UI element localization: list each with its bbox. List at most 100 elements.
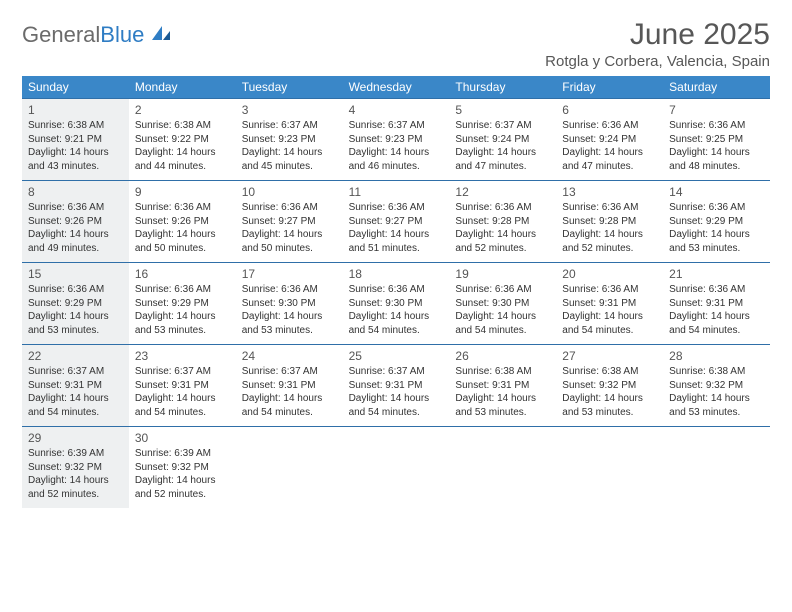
day-number: 8: [28, 184, 123, 200]
day-cell: 3Sunrise: 6:37 AMSunset: 9:23 PMDaylight…: [236, 98, 343, 180]
sail-icon: [148, 22, 172, 48]
daylight-text: Daylight: 14 hours and 44 minutes.: [135, 146, 230, 173]
sunset-text: Sunset: 9:28 PM: [562, 215, 657, 229]
sunrise-text: Sunrise: 6:38 AM: [28, 119, 123, 133]
day-number: 2: [135, 102, 230, 118]
sunrise-text: Sunrise: 6:36 AM: [455, 283, 550, 297]
empty-cell: [663, 426, 770, 508]
brand-part2: Blue: [100, 22, 144, 48]
sunrise-text: Sunrise: 6:37 AM: [242, 119, 337, 133]
sunset-text: Sunset: 9:29 PM: [28, 297, 123, 311]
day-cell: 14Sunrise: 6:36 AMSunset: 9:29 PMDayligh…: [663, 180, 770, 262]
day-cell: 19Sunrise: 6:36 AMSunset: 9:30 PMDayligh…: [449, 262, 556, 344]
sunset-text: Sunset: 9:22 PM: [135, 133, 230, 147]
day-number: 17: [242, 266, 337, 282]
day-number: 1: [28, 102, 123, 118]
day-cell: 8Sunrise: 6:36 AMSunset: 9:26 PMDaylight…: [22, 180, 129, 262]
day-number: 27: [562, 348, 657, 364]
day-cell: 11Sunrise: 6:36 AMSunset: 9:27 PMDayligh…: [343, 180, 450, 262]
sunset-text: Sunset: 9:32 PM: [28, 461, 123, 475]
daylight-text: Daylight: 14 hours and 47 minutes.: [562, 146, 657, 173]
sunset-text: Sunset: 9:30 PM: [455, 297, 550, 311]
sunset-text: Sunset: 9:31 PM: [455, 379, 550, 393]
day-cell: 15Sunrise: 6:36 AMSunset: 9:29 PMDayligh…: [22, 262, 129, 344]
sunset-text: Sunset: 9:29 PM: [669, 215, 764, 229]
day-cell: 22Sunrise: 6:37 AMSunset: 9:31 PMDayligh…: [22, 344, 129, 426]
daylight-text: Daylight: 14 hours and 54 minutes.: [349, 392, 444, 419]
daylight-text: Daylight: 14 hours and 53 minutes.: [455, 392, 550, 419]
day-cell: 16Sunrise: 6:36 AMSunset: 9:29 PMDayligh…: [129, 262, 236, 344]
day-cell: 17Sunrise: 6:36 AMSunset: 9:30 PMDayligh…: [236, 262, 343, 344]
sunrise-text: Sunrise: 6:36 AM: [562, 119, 657, 133]
header: GeneralBlue June 2025 Rotgla y Corbera, …: [22, 18, 770, 70]
sunrise-text: Sunrise: 6:37 AM: [28, 365, 123, 379]
day-number: 20: [562, 266, 657, 282]
sunset-text: Sunset: 9:24 PM: [562, 133, 657, 147]
day-number: 13: [562, 184, 657, 200]
month-title: June 2025: [545, 18, 770, 51]
empty-cell: [236, 426, 343, 508]
day-cell: 12Sunrise: 6:36 AMSunset: 9:28 PMDayligh…: [449, 180, 556, 262]
daylight-text: Daylight: 14 hours and 53 minutes.: [242, 310, 337, 337]
sunrise-text: Sunrise: 6:36 AM: [669, 283, 764, 297]
sunset-text: Sunset: 9:23 PM: [349, 133, 444, 147]
day-number: 16: [135, 266, 230, 282]
sunrise-text: Sunrise: 6:39 AM: [28, 447, 123, 461]
sunrise-text: Sunrise: 6:36 AM: [349, 201, 444, 215]
day-number: 26: [455, 348, 550, 364]
daylight-text: Daylight: 14 hours and 54 minutes.: [349, 310, 444, 337]
day-number: 25: [349, 348, 444, 364]
day-number: 4: [349, 102, 444, 118]
sunrise-text: Sunrise: 6:39 AM: [135, 447, 230, 461]
day-number: 24: [242, 348, 337, 364]
day-cell: 21Sunrise: 6:36 AMSunset: 9:31 PMDayligh…: [663, 262, 770, 344]
day-number: 5: [455, 102, 550, 118]
day-number: 14: [669, 184, 764, 200]
sunrise-text: Sunrise: 6:36 AM: [455, 201, 550, 215]
daylight-text: Daylight: 14 hours and 43 minutes.: [28, 146, 123, 173]
daylight-text: Daylight: 14 hours and 47 minutes.: [455, 146, 550, 173]
sunset-text: Sunset: 9:31 PM: [242, 379, 337, 393]
sunrise-text: Sunrise: 6:36 AM: [562, 201, 657, 215]
sunrise-text: Sunrise: 6:38 AM: [669, 365, 764, 379]
empty-cell: [343, 426, 450, 508]
daylight-text: Daylight: 14 hours and 46 minutes.: [349, 146, 444, 173]
daylight-text: Daylight: 14 hours and 53 minutes.: [562, 392, 657, 419]
daylight-text: Daylight: 14 hours and 54 minutes.: [28, 392, 123, 419]
weekday-header: Saturday: [663, 76, 770, 98]
day-cell: 1Sunrise: 6:38 AMSunset: 9:21 PMDaylight…: [22, 98, 129, 180]
sunset-text: Sunset: 9:31 PM: [28, 379, 123, 393]
sunrise-text: Sunrise: 6:38 AM: [135, 119, 230, 133]
sunrise-text: Sunrise: 6:37 AM: [242, 365, 337, 379]
daylight-text: Daylight: 14 hours and 54 minutes.: [562, 310, 657, 337]
sunrise-text: Sunrise: 6:36 AM: [669, 119, 764, 133]
day-cell: 6Sunrise: 6:36 AMSunset: 9:24 PMDaylight…: [556, 98, 663, 180]
day-number: 18: [349, 266, 444, 282]
sunrise-text: Sunrise: 6:36 AM: [135, 283, 230, 297]
day-cell: 9Sunrise: 6:36 AMSunset: 9:26 PMDaylight…: [129, 180, 236, 262]
daylight-text: Daylight: 14 hours and 53 minutes.: [669, 392, 764, 419]
sunset-text: Sunset: 9:32 PM: [669, 379, 764, 393]
sunset-text: Sunset: 9:32 PM: [135, 461, 230, 475]
daylight-text: Daylight: 14 hours and 54 minutes.: [135, 392, 230, 419]
weekday-header: Monday: [129, 76, 236, 98]
sunrise-text: Sunrise: 6:36 AM: [349, 283, 444, 297]
daylight-text: Daylight: 14 hours and 49 minutes.: [28, 228, 123, 255]
daylight-text: Daylight: 14 hours and 53 minutes.: [135, 310, 230, 337]
daylight-text: Daylight: 14 hours and 53 minutes.: [669, 228, 764, 255]
sunrise-text: Sunrise: 6:36 AM: [135, 201, 230, 215]
day-cell: 27Sunrise: 6:38 AMSunset: 9:32 PMDayligh…: [556, 344, 663, 426]
sunset-text: Sunset: 9:24 PM: [455, 133, 550, 147]
weekday-header: Thursday: [449, 76, 556, 98]
empty-cell: [449, 426, 556, 508]
day-number: 9: [135, 184, 230, 200]
day-number: 21: [669, 266, 764, 282]
day-number: 11: [349, 184, 444, 200]
brand-part1: General: [22, 22, 100, 48]
daylight-text: Daylight: 14 hours and 50 minutes.: [135, 228, 230, 255]
sunset-text: Sunset: 9:23 PM: [242, 133, 337, 147]
day-cell: 30Sunrise: 6:39 AMSunset: 9:32 PMDayligh…: [129, 426, 236, 508]
day-number: 30: [135, 430, 230, 446]
daylight-text: Daylight: 14 hours and 48 minutes.: [669, 146, 764, 173]
sunrise-text: Sunrise: 6:36 AM: [562, 283, 657, 297]
